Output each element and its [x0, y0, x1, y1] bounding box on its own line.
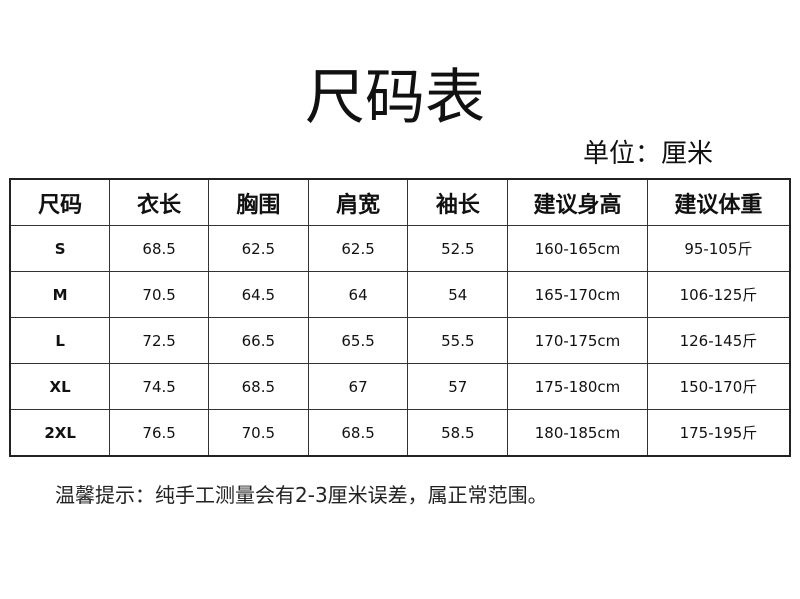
- table-cell: 64: [307, 271, 409, 318]
- table-cell: 52.5: [407, 225, 509, 272]
- table-cell: 76.5: [109, 409, 209, 457]
- table-cell: 72.5: [109, 317, 209, 364]
- table-cell: 74.5: [109, 363, 209, 410]
- column-header: 袖长: [407, 178, 509, 226]
- table-cell: 70.5: [207, 409, 309, 457]
- column-header: 建议身高: [507, 178, 648, 226]
- table-cell: 70.5: [109, 271, 209, 318]
- unit-label: 单位：厘米: [583, 139, 714, 169]
- table-header-row: 尺码 衣长 胸围 肩宽 袖长 建议身高 建议体重: [9, 178, 791, 226]
- table-row: L 72.5 66.5 65.5 55.5 170-175cm 126-145斤: [9, 317, 791, 364]
- table-row: 2XL 76.5 70.5 68.5 58.5 180-185cm 175-195斤: [9, 409, 791, 457]
- column-header: 尺码: [9, 178, 111, 226]
- table-cell: 55.5: [407, 317, 509, 364]
- table-cell: 62.5: [307, 225, 409, 272]
- table-cell: 58.5: [407, 409, 509, 457]
- size-table: 尺码 衣长 胸围 肩宽 袖长 建议身高 建议体重 S 68.5 62.5 62.5 52.5 160-…: [9, 178, 791, 457]
- table-cell: 64.5: [207, 271, 309, 318]
- measurement-note: 温馨提示：纯手工测量会有2-3厘米误差，属正常范围。: [55, 483, 548, 507]
- table-cell: 180-185cm: [507, 409, 648, 457]
- column-header: 胸围: [207, 178, 309, 226]
- table-cell: 54: [407, 271, 509, 318]
- size-cell: L: [9, 317, 111, 364]
- page-title: 尺码表: [305, 63, 485, 133]
- table-cell: 165-170cm: [507, 271, 648, 318]
- column-header: 建议体重: [646, 178, 791, 226]
- table-cell: 67: [307, 363, 409, 410]
- table-row: S 68.5 62.5 62.5 52.5 160-165cm 95-105斤: [9, 225, 791, 272]
- column-header: 衣长: [109, 178, 209, 226]
- table-cell: 68.5: [307, 409, 409, 457]
- table-cell: 160-165cm: [507, 225, 648, 272]
- size-cell: S: [9, 225, 111, 272]
- size-cell: XL: [9, 363, 111, 410]
- table-cell: 175-180cm: [507, 363, 648, 410]
- table-cell: 106-125斤: [646, 271, 791, 318]
- table-cell: 57: [407, 363, 509, 410]
- column-header: 肩宽: [307, 178, 409, 226]
- table-cell: 65.5: [307, 317, 409, 364]
- table-cell: 170-175cm: [507, 317, 648, 364]
- table-cell: 95-105斤: [646, 225, 791, 272]
- table-row: M 70.5 64.5 64 54 165-170cm 106-125斤: [9, 271, 791, 318]
- table-cell: 66.5: [207, 317, 309, 364]
- table-cell: 150-170斤: [646, 363, 791, 410]
- table-row: XL 74.5 68.5 67 57 175-180cm 150-170斤: [9, 363, 791, 410]
- size-cell: M: [9, 271, 111, 318]
- table-cell: 175-195斤: [646, 409, 791, 457]
- table-cell: 68.5: [207, 363, 309, 410]
- table-cell: 126-145斤: [646, 317, 791, 364]
- table-cell: 68.5: [109, 225, 209, 272]
- size-cell: 2XL: [9, 409, 111, 457]
- table-cell: 62.5: [207, 225, 309, 272]
